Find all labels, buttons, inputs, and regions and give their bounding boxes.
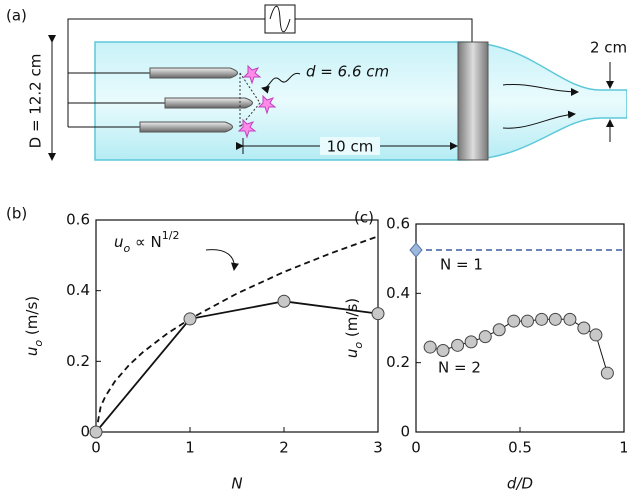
diameter-label: D = 12.2 cm — [27, 54, 45, 149]
point — [465, 336, 477, 348]
point — [590, 329, 602, 341]
label-part: ∝ N — [130, 233, 161, 251]
point — [410, 243, 422, 257]
point — [549, 313, 561, 325]
probe — [165, 98, 253, 108]
x-axis-label: d/D — [507, 475, 533, 493]
label-part: u — [114, 233, 124, 251]
point — [578, 322, 590, 334]
probe — [150, 68, 238, 78]
x-tick-label: 0 — [91, 439, 101, 457]
x-tick-label: 1 — [619, 439, 627, 457]
ring-electrode — [458, 42, 488, 160]
point — [601, 367, 613, 379]
point — [521, 315, 533, 327]
x-tick-label: 3 — [373, 439, 383, 457]
separation-label: d = 6.6 cm — [306, 63, 389, 81]
x-tick-label: 1 — [185, 439, 195, 457]
outlet-label: 2 cm — [590, 39, 627, 57]
data-line — [96, 236, 378, 432]
y-tick-label: 0.6 — [66, 211, 90, 229]
panel-label: (a) — [6, 7, 27, 25]
point — [90, 426, 102, 438]
series-label: N = 2 — [438, 359, 481, 377]
diagram: (a) d = 6.6 cm D = 12.2 cm 10 cm 2 cm — [6, 5, 627, 160]
y-tick-label: 0.4 — [66, 281, 90, 299]
y-tick-label: 0.6 — [386, 215, 410, 233]
y-tick-label: 0.4 — [386, 284, 410, 302]
point — [508, 315, 520, 327]
point — [278, 295, 290, 307]
point — [184, 313, 196, 325]
panel-label: (c) — [354, 209, 374, 227]
y-tick-label: 0 — [80, 423, 90, 441]
rich-label: uo (m/s) — [343, 298, 365, 358]
rich-label: uo (m/s) — [23, 296, 45, 356]
probe — [140, 122, 233, 132]
point — [437, 345, 449, 357]
x-tick-label: 2 — [279, 439, 289, 457]
label-part: u — [343, 349, 361, 359]
y-tick-label: 0 — [400, 423, 410, 441]
point — [452, 339, 464, 351]
point — [424, 341, 436, 353]
label-part: u — [23, 347, 41, 357]
label-part: 1/2 — [162, 229, 180, 242]
panel-label: (b) — [6, 205, 27, 223]
x-tick-label: 0 — [411, 439, 421, 457]
point — [372, 308, 384, 320]
y-tick-label: 0.2 — [66, 352, 90, 370]
point — [536, 313, 548, 325]
figure: (a) d = 6.6 cm D = 12.2 cm 10 cm 2 cm (b… — [0, 0, 627, 500]
x-axis-label: N — [231, 475, 242, 493]
label-part: (m/s) — [23, 296, 41, 340]
y-tick-label: 0.2 — [386, 353, 410, 371]
point — [493, 324, 505, 336]
annotation-arrow — [206, 250, 234, 270]
distance-label: 10 cm — [327, 138, 374, 156]
point — [479, 331, 491, 343]
x-tick-label: 0.5 — [508, 439, 532, 457]
label-part: (m/s) — [343, 298, 361, 342]
data-line — [96, 301, 378, 432]
rich-label: uo ∝ N1/2 — [114, 229, 179, 255]
series-label: N = 1 — [440, 256, 483, 274]
point — [564, 313, 576, 325]
